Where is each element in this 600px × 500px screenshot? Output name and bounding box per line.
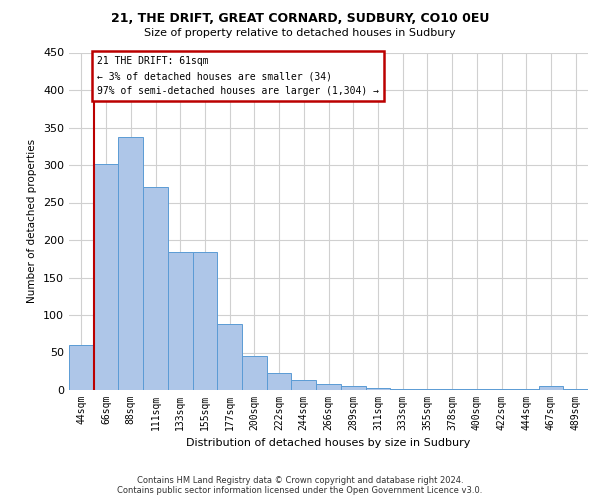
Bar [514,389,539,390]
Bar [341,386,365,390]
Bar [415,388,440,390]
Bar [464,389,489,390]
Bar [217,324,242,390]
Bar [143,186,168,390]
Text: Contains HM Land Registry data © Crown copyright and database right 2024.: Contains HM Land Registry data © Crown c… [137,476,463,485]
Bar [539,386,563,390]
Bar [94,164,118,390]
Bar [365,388,390,390]
Bar [440,389,464,390]
Bar [168,252,193,390]
Text: 21 THE DRIFT: 61sqm
← 3% of detached houses are smaller (34)
97% of semi-detache: 21 THE DRIFT: 61sqm ← 3% of detached hou… [97,56,379,96]
Bar [563,389,588,390]
Y-axis label: Number of detached properties: Number of detached properties [28,139,37,304]
X-axis label: Distribution of detached houses by size in Sudbury: Distribution of detached houses by size … [187,438,470,448]
Text: Size of property relative to detached houses in Sudbury: Size of property relative to detached ho… [144,28,456,38]
Bar [390,388,415,390]
Bar [193,252,217,390]
Text: 21, THE DRIFT, GREAT CORNARD, SUDBURY, CO10 0EU: 21, THE DRIFT, GREAT CORNARD, SUDBURY, C… [111,12,489,26]
Bar [292,380,316,390]
Bar [69,345,94,390]
Bar [316,384,341,390]
Bar [489,389,514,390]
Text: Contains public sector information licensed under the Open Government Licence v3: Contains public sector information licen… [118,486,482,495]
Bar [118,136,143,390]
Bar [242,356,267,390]
Bar [267,373,292,390]
